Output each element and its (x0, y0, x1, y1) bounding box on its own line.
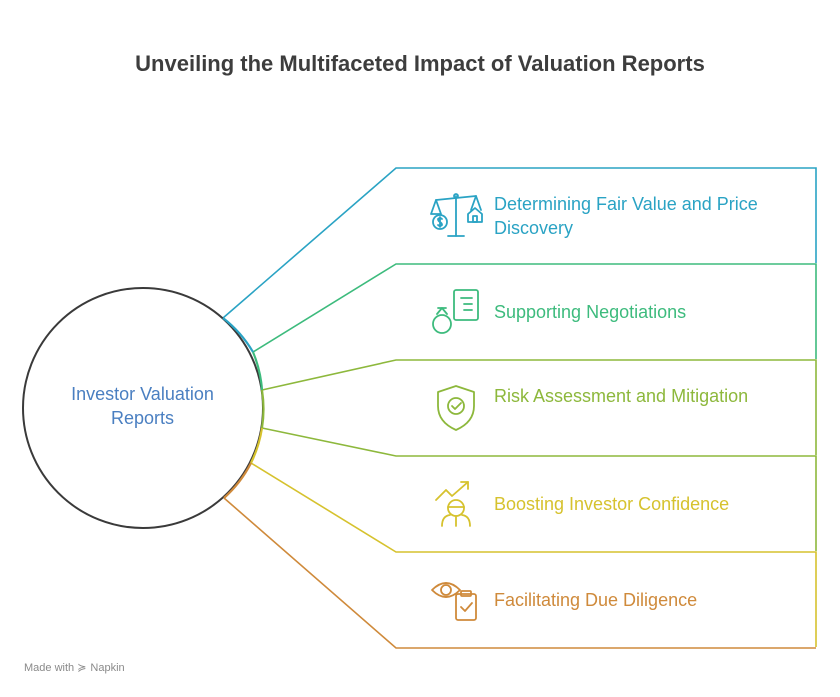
circle-arc-yellow (250, 427, 264, 464)
footer-brand: Napkin (90, 662, 125, 674)
napkin-watermark: Made with ≽ Napkin (24, 661, 125, 674)
connector-line-5 (250, 462, 817, 647)
item-label-1: Determining Fair Value and Price Discove… (494, 194, 758, 238)
napkin-logo-icon: ≽ (77, 662, 87, 674)
diagram-title: Unveiling the Multifaceted Impact of Val… (135, 51, 705, 76)
item-label-5: Facilitating Due Diligence (494, 590, 698, 610)
scale-money-house-icon (430, 193, 483, 237)
circle-arc-blue (222, 317, 254, 353)
item-label-4: Boosting Investor Confidence (494, 494, 730, 514)
eye-clipboard-icon (431, 582, 477, 621)
shield-check-icon (437, 385, 475, 431)
item-label-3: Risk Assessment and Mitigation (494, 386, 749, 406)
circle-arc-green (251, 351, 264, 391)
circle-arc-orange (223, 462, 252, 499)
footer-made-with: Made with (24, 662, 75, 674)
connector-line-3 (261, 359, 817, 455)
connector-line-6 (223, 497, 816, 649)
person-document-icon (432, 289, 479, 334)
connector-line-1 (222, 167, 817, 319)
connector-line-4 (261, 427, 817, 551)
center-label: Investor Valuation Reports (71, 384, 214, 428)
connector-line-2 (252, 263, 817, 359)
item-label-2: Supporting Negotiations (494, 302, 687, 322)
person-growth-arrow-icon (435, 481, 471, 527)
circle-arc-lime (260, 389, 265, 429)
